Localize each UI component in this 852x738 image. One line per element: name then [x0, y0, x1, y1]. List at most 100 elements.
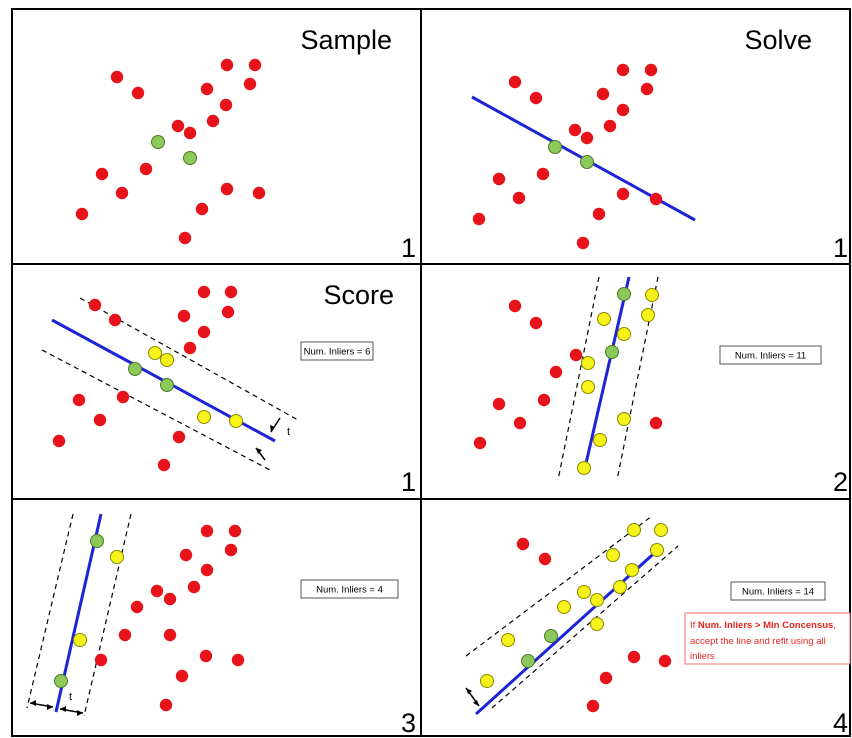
outlier-point	[52, 434, 66, 448]
outlier-point	[177, 309, 191, 323]
outlier-point	[110, 70, 124, 84]
threshold-label: t	[69, 691, 72, 703]
outlier-point	[130, 600, 144, 614]
outlier-point	[220, 58, 234, 72]
sample-point	[580, 155, 594, 169]
iteration-3-points	[54, 524, 245, 712]
inliers-count-label: Num. Inliers = 6	[304, 347, 371, 358]
outlier-point	[187, 580, 201, 594]
note-line3: inliers	[690, 651, 715, 662]
outlier-point	[75, 207, 89, 221]
outlier-point	[537, 393, 551, 407]
outlier-point	[473, 436, 487, 450]
outlier-point	[644, 63, 658, 77]
threshold-line-right	[83, 513, 132, 717]
outlier-point	[224, 543, 238, 557]
threshold-line-right	[616, 276, 659, 481]
outlier-point	[569, 348, 583, 362]
threshold-line-lower	[41, 349, 271, 471]
outlier-point	[516, 537, 530, 551]
outlier-point	[178, 231, 192, 245]
outlier-point	[649, 416, 663, 430]
outlier-point	[492, 397, 506, 411]
inlier-point	[229, 414, 243, 428]
outlier-point	[200, 524, 214, 538]
outlier-point	[603, 119, 617, 133]
outlier-point	[93, 413, 107, 427]
outlier-point	[616, 103, 630, 117]
inlier-point	[606, 548, 620, 562]
inlier-point	[110, 550, 124, 564]
outlier-point	[228, 524, 242, 538]
threshold-line-upper	[79, 297, 299, 421]
model-line	[582, 276, 631, 473]
outlier-point	[568, 123, 582, 137]
outlier-point	[139, 162, 153, 176]
outlier-point	[580, 131, 594, 145]
diagram-frame	[11, 8, 851, 737]
inlier-point	[581, 380, 595, 394]
consensus-note: If Num. Inliers > Min Concensus, accept …	[684, 612, 851, 665]
threshold-arrow	[465, 687, 480, 707]
panel-iteration-4-number: 4	[833, 708, 848, 738]
inliers-count-box: Num. Inliers = 14	[730, 581, 826, 601]
outlier-point	[159, 698, 173, 712]
outlier-point	[150, 584, 164, 598]
sample-point	[128, 362, 142, 376]
outlier-point	[175, 669, 189, 683]
threshold-arrow	[255, 417, 281, 461]
outlier-point	[649, 192, 663, 206]
panel-sample: Sample 1	[75, 25, 416, 263]
inliers-count-box: Num. Inliers = 11	[719, 345, 822, 365]
sample-point	[54, 674, 68, 688]
outlier-point	[549, 365, 563, 379]
outlier-point	[472, 212, 486, 226]
outlier-point	[658, 654, 672, 668]
sample-point	[151, 135, 165, 149]
inlier-point	[593, 433, 607, 447]
inlier-point	[160, 353, 174, 367]
outlier-point	[171, 119, 185, 133]
outlier-point	[183, 126, 197, 140]
outlier-point	[200, 563, 214, 577]
outlier-point	[172, 430, 186, 444]
note-bold: Num. Inliers > Min Concensus	[698, 620, 833, 631]
inlier-point	[617, 412, 631, 426]
outlier-point	[231, 653, 245, 667]
panel-title-sample: Sample	[300, 25, 392, 55]
panel-iteration-score: 1	[401, 467, 416, 497]
panel-solve: Solve 1	[471, 25, 848, 263]
inliers-count-box: Num. Inliers = 6	[300, 341, 374, 361]
outlier-point	[219, 98, 233, 112]
outlier-point	[243, 77, 257, 91]
inlier-point	[641, 308, 655, 322]
outlier-point	[94, 653, 108, 667]
outlier-point	[72, 393, 86, 407]
outlier-point	[157, 458, 171, 472]
panel-title-solve: Solve	[744, 25, 812, 55]
outlier-point	[195, 202, 209, 216]
threshold-line-lower	[491, 545, 679, 709]
panel-iteration-sample: 1	[401, 233, 416, 263]
svg-text:If Num. Inliers > Min Concensu: If Num. Inliers > Min Concensus,	[690, 620, 836, 631]
outlier-point	[179, 548, 193, 562]
panel-title-score: Score	[323, 280, 394, 310]
inlier-point	[617, 327, 631, 341]
inliers-count-label: Num. Inliers = 14	[742, 587, 814, 598]
inlier-point	[590, 593, 604, 607]
sample-point	[605, 345, 619, 359]
inlier-point	[557, 600, 571, 614]
sample-point	[548, 140, 562, 154]
threshold-label: t	[287, 426, 290, 438]
outlier-point	[206, 114, 220, 128]
threshold-line-upper	[465, 515, 653, 657]
note-prefix: If	[690, 620, 698, 631]
outlier-point	[508, 75, 522, 89]
outlier-point	[529, 91, 543, 105]
outlier-point	[252, 186, 266, 200]
outlier-point	[627, 650, 641, 664]
threshold-line-left	[26, 513, 74, 709]
outlier-point	[197, 325, 211, 339]
threshold-arrows	[29, 700, 84, 716]
panel-iteration-2-number: 2	[833, 467, 848, 497]
